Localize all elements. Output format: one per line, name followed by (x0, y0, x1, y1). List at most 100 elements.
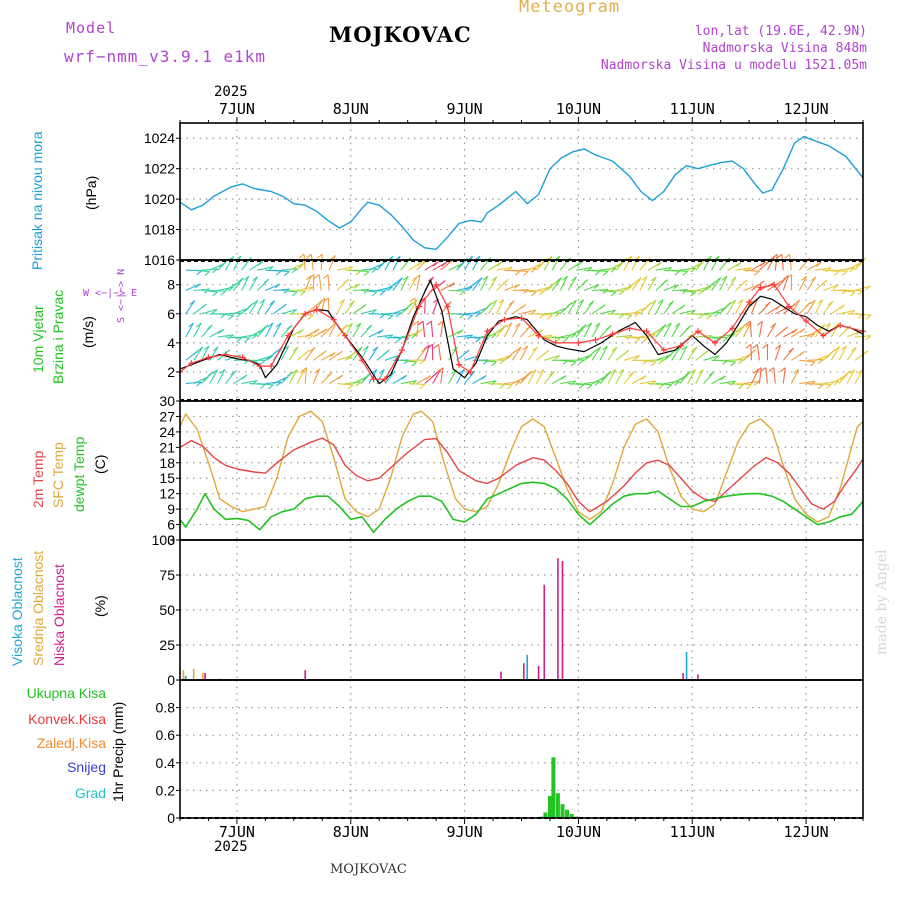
wind-barb-feather (690, 291, 697, 297)
y-tick-label: 100 (152, 532, 176, 548)
gust-marker (729, 325, 736, 332)
wind-barb-feather (634, 312, 641, 318)
wind-barb-feather (594, 322, 601, 328)
wind-barb (448, 289, 465, 292)
wind-barb-feather (538, 369, 545, 374)
wind-barb (344, 322, 354, 338)
wind-barb-feather (419, 359, 426, 365)
wind-barb-feather (520, 304, 526, 310)
wind-barb-feather (515, 270, 521, 276)
wind-barb-feather (594, 380, 601, 386)
wind-barb-feather (244, 337, 250, 343)
wind-barb-feather (307, 334, 314, 340)
wind-barb (185, 300, 196, 315)
wind-barb-feather (498, 299, 505, 305)
wind-barb (839, 289, 856, 293)
wind-barb-feather (841, 289, 848, 295)
wind-barb-feather (570, 333, 577, 339)
wind-barb-feather (407, 302, 413, 308)
wind-barb (846, 369, 856, 384)
wind-barb-feather (308, 274, 315, 279)
wind-barb-feather (419, 384, 426, 389)
wind-barb-feather (857, 369, 864, 375)
wind-barb-feather (865, 285, 871, 291)
wind-barb (735, 324, 746, 338)
wind-barb-feather (196, 270, 203, 276)
wind-barb (281, 289, 298, 293)
wind-barb-feather (459, 290, 465, 296)
wind-barb (727, 299, 737, 315)
wind-barb-feather (593, 284, 600, 290)
y-tick-label: 30 (159, 393, 175, 409)
wind-barb-feather (793, 368, 800, 374)
legend-convective-rain: Konvek.Kisa (28, 711, 106, 727)
y-tick-label: 0.8 (156, 700, 176, 716)
wind-barb-feather (799, 350, 805, 356)
gust-marker (268, 363, 275, 370)
wind-barb (193, 346, 204, 361)
wind-barb-feather (554, 312, 561, 318)
wind-barb (655, 266, 672, 271)
wind-barb (520, 309, 537, 315)
wind-barb-feather (482, 275, 489, 281)
wind-barb (193, 376, 209, 385)
wind-barb-feather (360, 303, 367, 309)
precip-bar (548, 795, 552, 818)
wind-barb-feather (309, 347, 316, 352)
wind-barb-feather (602, 270, 609, 276)
wind-barb (599, 267, 616, 271)
wind-barb-feather (397, 277, 403, 283)
wind-barb-feather (307, 314, 314, 320)
wind-barb (304, 347, 316, 361)
wind-barb (519, 345, 529, 361)
wind-barb (217, 313, 234, 316)
wind-barb-feather (791, 328, 798, 334)
wind-barb-feather (841, 270, 848, 276)
wind-barb-feather (799, 328, 806, 334)
wind-barb (304, 367, 308, 384)
wind-barb-feather (356, 346, 363, 352)
wind-barb-feather (298, 329, 304, 335)
wind-barb (448, 369, 457, 384)
wind-barb-feather (260, 383, 266, 389)
wind-barb-feather (706, 314, 712, 320)
wind-barb-feather (665, 322, 672, 328)
wind-barb-feather (372, 346, 379, 352)
wind-barb (327, 297, 330, 314)
wind-barb (496, 299, 505, 315)
wind-barb-feather (809, 333, 816, 339)
legend-freezing-rain: Zaledj.Kisa (36, 735, 106, 751)
wind-barb-feather (371, 309, 377, 315)
gust-marker (592, 336, 599, 343)
wind-barb (288, 346, 299, 361)
wind-barb-feather (371, 268, 378, 274)
wind-barb (296, 369, 306, 384)
wind-barb (384, 336, 401, 339)
wind-barb-feather (423, 344, 430, 350)
wind-barb (639, 380, 656, 385)
wind-barb-feather (660, 324, 667, 329)
gust-marker (575, 339, 582, 346)
wind-barb-feather (759, 261, 766, 267)
wind-barb (264, 322, 274, 338)
wind-barb-feather (549, 370, 555, 376)
wind-barb-feather (530, 309, 537, 315)
wind-barb-feather (409, 297, 416, 303)
wind-barb-feather (472, 280, 479, 286)
wind-barb-feather (228, 314, 234, 320)
wind-barb-feather (817, 359, 824, 365)
wind-barb-feather (499, 359, 505, 365)
wind-barb-feather (599, 304, 606, 310)
gust-marker (643, 328, 650, 335)
wind-barb-feather (594, 270, 601, 276)
y-tick-label: 50 (159, 602, 175, 618)
wind-barb-feather (411, 333, 417, 339)
gust-marker (416, 303, 423, 310)
wind-barb-feather (417, 328, 423, 334)
gust-marker (757, 284, 764, 291)
temp-unit: (C) (92, 454, 108, 474)
y-tick-label: 75 (159, 567, 175, 583)
wind-barb-feather (387, 314, 394, 320)
wind-barb (503, 300, 515, 315)
wind-barb-feather (703, 350, 709, 356)
